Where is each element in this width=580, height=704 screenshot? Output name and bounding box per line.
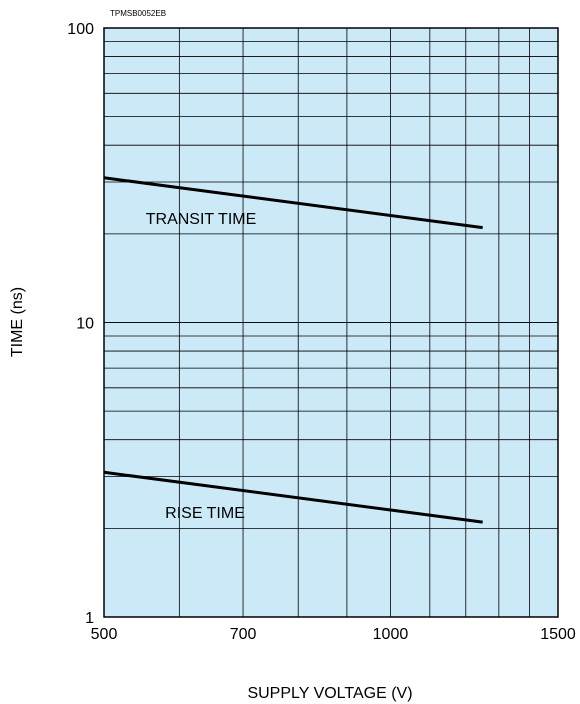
figure-code: TPMSB0052EB <box>110 9 166 18</box>
x-tick-label: 1500 <box>540 626 576 643</box>
grid <box>103 27 559 618</box>
x-tick-label: 500 <box>91 626 118 643</box>
y-tick-label: 1 <box>85 610 94 627</box>
series-line-1 <box>103 176 483 230</box>
series-layer <box>103 176 483 524</box>
plot-border <box>103 27 559 618</box>
x-tick-label: 700 <box>230 626 257 643</box>
series-labels: TRANSIT TIME RISE TIME <box>146 211 257 522</box>
series-label-1: TRANSIT TIME <box>146 211 257 228</box>
series-line-2 <box>103 470 483 524</box>
y-tick-label: 10 <box>76 316 94 333</box>
series-label-2: RISE TIME <box>165 505 245 522</box>
y-axis-label: TIME (ns) <box>9 287 26 357</box>
tick-labels: 500 700 1000 1500 1 10 100 <box>67 21 576 643</box>
x-tick-label: 1000 <box>373 626 409 643</box>
y-tick-label: 100 <box>67 21 94 38</box>
x-axis-label: SUPPLY VOLTAGE (V) <box>247 685 412 702</box>
